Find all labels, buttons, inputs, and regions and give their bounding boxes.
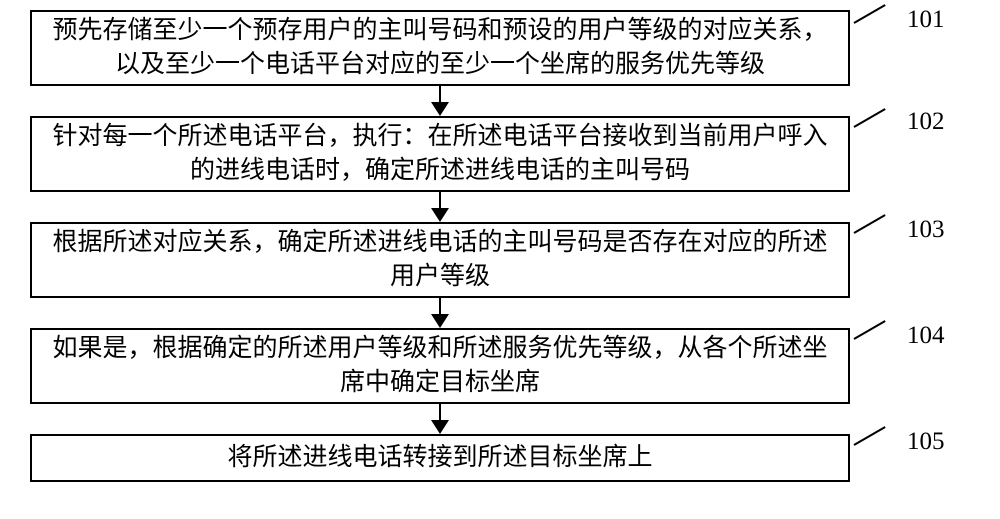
arrow-head-4 xyxy=(431,420,449,434)
arrow-shaft-4 xyxy=(439,404,441,420)
step-text: 如果是，根据确定的所述用户等级和所述服务优先等级，从各个所述坐席中确定目标坐席 xyxy=(42,332,838,400)
arrow-shaft-1 xyxy=(439,86,441,102)
step-text: 根据所述对应关系，确定所述进线电话的主叫号码是否存在对应的所述用户等级 xyxy=(42,226,838,294)
step-box-102: 针对每一个所述电话平台，执行：在所述电话平台接收到当前用户呼入的进线电话时，确定… xyxy=(30,116,850,192)
step-label-101: 101 xyxy=(907,6,945,34)
step-label-102: 102 xyxy=(907,108,945,136)
arrow-head-3 xyxy=(431,314,449,328)
step-label-105: 105 xyxy=(907,428,945,456)
arrow-shaft-3 xyxy=(439,298,441,314)
label-tick-101 xyxy=(854,4,886,24)
step-label-104: 104 xyxy=(907,322,945,350)
step-box-101: 预先存储至少一个预存用户的主叫号码和预设的用户等级的对应关系，以及至少一个电话平… xyxy=(30,10,850,86)
step-label-103: 103 xyxy=(907,216,945,244)
label-tick-103 xyxy=(854,214,886,234)
step-text: 针对每一个所述电话平台，执行：在所述电话平台接收到当前用户呼入的进线电话时，确定… xyxy=(42,120,838,188)
step-box-104: 如果是，根据确定的所述用户等级和所述服务优先等级，从各个所述坐席中确定目标坐席 xyxy=(30,328,850,404)
arrow-head-1 xyxy=(431,102,449,116)
step-text: 将所述进线电话转接到所述目标坐席上 xyxy=(227,441,652,475)
flowchart-canvas: 预先存储至少一个预存用户的主叫号码和预设的用户等级的对应关系，以及至少一个电话平… xyxy=(0,0,1000,519)
arrow-shaft-2 xyxy=(439,192,441,208)
step-text: 预先存储至少一个预存用户的主叫号码和预设的用户等级的对应关系，以及至少一个电话平… xyxy=(42,14,838,82)
label-tick-105 xyxy=(854,426,886,446)
arrow-head-2 xyxy=(431,208,449,222)
label-tick-102 xyxy=(854,108,886,128)
label-tick-104 xyxy=(854,320,886,340)
step-box-103: 根据所述对应关系，确定所述进线电话的主叫号码是否存在对应的所述用户等级 xyxy=(30,222,850,298)
step-box-105: 将所述进线电话转接到所述目标坐席上 xyxy=(30,434,850,482)
